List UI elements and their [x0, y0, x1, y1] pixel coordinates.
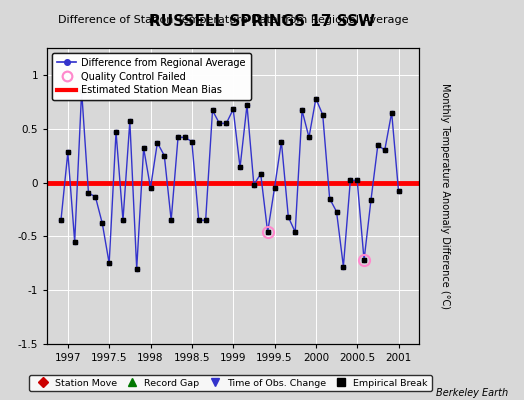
Point	[277, 138, 286, 145]
Point	[126, 118, 134, 124]
Point	[387, 109, 396, 116]
Point	[380, 147, 389, 154]
Point	[71, 238, 79, 245]
Text: RUSSELL SPRINGS 17 SSW: RUSSELL SPRINGS 17 SSW	[149, 14, 375, 29]
Point	[229, 106, 237, 112]
Point	[84, 190, 93, 196]
Point	[305, 134, 313, 140]
Point	[312, 95, 320, 102]
Point	[139, 145, 148, 151]
Title: Difference of Station Temperature Data from Regional Average: Difference of Station Temperature Data f…	[58, 15, 408, 25]
Y-axis label: Monthly Temperature Anomaly Difference (°C): Monthly Temperature Anomaly Difference (…	[440, 83, 450, 309]
Point	[367, 196, 375, 203]
Point	[270, 185, 279, 191]
Point	[194, 217, 203, 224]
Point	[215, 120, 224, 126]
Point	[201, 217, 210, 224]
Point	[325, 196, 334, 202]
Legend: Station Move, Record Gap, Time of Obs. Change, Empirical Break: Station Move, Record Gap, Time of Obs. C…	[29, 375, 432, 391]
Legend: Difference from Regional Average, Quality Control Failed, Estimated Station Mean: Difference from Regional Average, Qualit…	[52, 53, 250, 100]
Point	[181, 134, 189, 140]
Point	[353, 177, 362, 184]
Point	[209, 107, 217, 114]
Point	[249, 182, 258, 188]
Point	[188, 138, 196, 145]
Point	[291, 229, 299, 235]
Point	[284, 214, 292, 220]
Point	[243, 102, 251, 108]
Point	[222, 120, 231, 126]
Point	[112, 129, 120, 135]
Point	[257, 171, 265, 177]
Point	[264, 229, 272, 235]
Point	[146, 185, 155, 191]
Point	[339, 263, 347, 270]
Point	[236, 164, 244, 171]
Point	[167, 217, 176, 224]
Point	[374, 142, 382, 148]
Point	[63, 149, 72, 156]
Point	[153, 140, 161, 146]
Point	[160, 152, 169, 159]
Text: Berkeley Earth: Berkeley Earth	[436, 388, 508, 398]
Point	[105, 260, 113, 266]
Point	[119, 217, 127, 224]
Point	[346, 177, 355, 184]
Point	[174, 134, 182, 140]
Point	[332, 208, 341, 215]
Point	[133, 266, 141, 272]
Point	[395, 188, 403, 194]
Point	[57, 217, 65, 224]
Point	[360, 257, 368, 263]
Point	[91, 193, 100, 200]
Point	[319, 112, 327, 118]
Point	[98, 220, 106, 227]
Point	[298, 107, 306, 114]
Point	[78, 88, 86, 94]
